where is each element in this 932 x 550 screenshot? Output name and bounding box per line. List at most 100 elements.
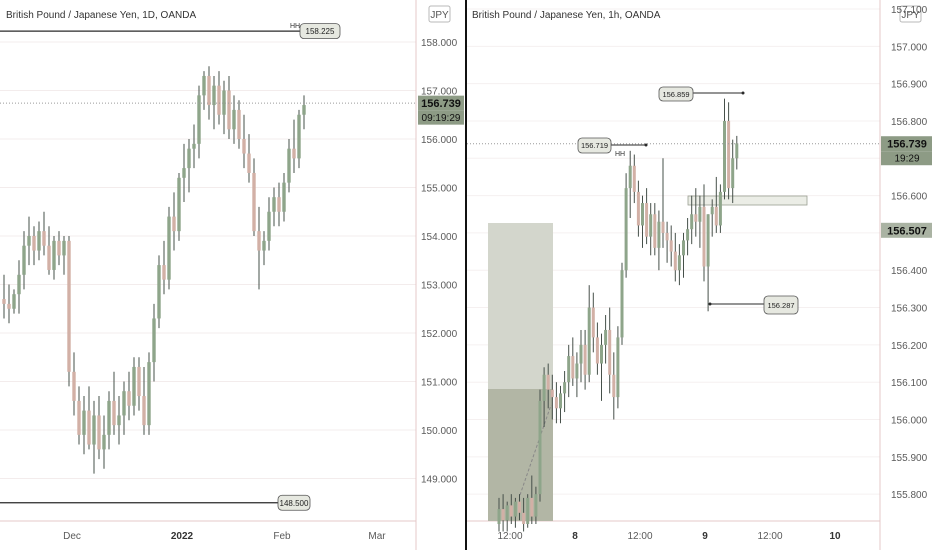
right-candle (698, 206, 702, 222)
left-last-price: 156.739 (421, 98, 461, 110)
left-candle (297, 114, 301, 159)
left-candle (302, 105, 306, 115)
left-candle (42, 231, 46, 246)
left-candle (132, 366, 136, 406)
level-label-high: 158.225 (306, 27, 335, 36)
left-candle (172, 216, 176, 232)
right-y-tick: 156.800 (891, 117, 928, 128)
left-candle (232, 109, 236, 130)
right-currency-button[interactable] (899, 5, 922, 23)
right-candle (501, 509, 505, 521)
annotation-mid-box[interactable] (577, 137, 612, 154)
left-candle (282, 182, 286, 212)
left-candle (162, 265, 166, 280)
left-candle (32, 236, 36, 251)
right-y-tick: 156.600 (891, 192, 928, 203)
right-y-axis: 157.100157.000156.900156.800156.700156.6… (891, 5, 928, 501)
right-candle (628, 165, 632, 189)
left-candle (192, 143, 196, 149)
right-candle (604, 329, 608, 345)
right-candle (513, 501, 517, 517)
left-candle (77, 400, 81, 435)
left-candle (157, 265, 161, 319)
left-candle (82, 410, 86, 435)
left-y-tick: 158.000 (421, 38, 458, 49)
left-candle (222, 90, 226, 115)
left-candle (7, 303, 11, 309)
right-candle (632, 165, 636, 192)
left-currency-button[interactable] (428, 5, 451, 23)
right-countdown-badge (881, 151, 932, 166)
level-label-high-box[interactable] (299, 23, 341, 39)
right-x-tick: 12:00 (497, 531, 522, 542)
left-countdown-badge (418, 110, 464, 125)
right-candle (567, 356, 571, 383)
annotation-low-label: 156.287 (767, 301, 794, 310)
right-candle (682, 240, 685, 256)
right-candle (554, 397, 558, 409)
left-candle (52, 240, 56, 270)
right-candle (612, 374, 616, 398)
right-candle (550, 389, 554, 398)
right-candle (522, 512, 526, 525)
right-candle (665, 232, 669, 241)
left-candle (122, 391, 126, 416)
level-label-low-box[interactable] (277, 494, 311, 511)
right-candle (641, 203, 644, 226)
left-currency-label: JPY (430, 10, 449, 21)
right-candle (636, 191, 640, 226)
left-candles (2, 66, 306, 474)
left-candle (22, 245, 26, 275)
right-x-tick: 12:00 (757, 531, 782, 542)
left-x-tick: 2022 (171, 531, 194, 542)
left-candle (37, 231, 41, 251)
left-candle (237, 109, 241, 139)
right-candle (735, 143, 739, 159)
right-candle (563, 382, 567, 394)
right-panel: 156.859 156.719 HH 156.287 British Pound… (467, 0, 932, 550)
level-label-low: 148.500 (280, 499, 309, 508)
right-candle (694, 214, 698, 222)
right-candle (595, 337, 599, 364)
left-candle (67, 240, 71, 372)
right-candle (686, 229, 690, 241)
right-y-tick: 156.900 (891, 80, 928, 91)
left-candle (202, 75, 206, 96)
right-y-tick: 155.800 (891, 490, 928, 501)
annotation-dot (741, 91, 745, 95)
left-candle (112, 400, 116, 426)
left-x-tick: Feb (273, 531, 291, 542)
left-candle (247, 153, 251, 173)
right-candle (526, 497, 530, 525)
left-candle (197, 95, 201, 144)
left-candle (292, 148, 296, 159)
left-last-price-badge (418, 95, 464, 111)
right-currency-label: JPY (901, 10, 920, 21)
left-candle (117, 415, 121, 426)
right-candle (571, 356, 575, 379)
left-candle (137, 366, 141, 397)
left-y-tick: 152.000 (421, 329, 458, 340)
right-candle (575, 363, 579, 379)
left-candle (212, 85, 216, 106)
annotation-high-box[interactable] (658, 86, 694, 102)
right-candle (587, 307, 591, 375)
right-candle (657, 221, 661, 248)
left-y-tick: 151.000 (421, 378, 458, 389)
left-y-tick: 157.000 (421, 87, 458, 98)
right-candle (530, 497, 534, 517)
right-last-price-badge (881, 136, 932, 152)
annotation-low-box[interactable] (763, 295, 799, 315)
right-candle (600, 344, 603, 364)
left-y-tick: 156.000 (421, 135, 458, 146)
right-chart-title: British Pound / Japanese Yen, 1h, OANDA (472, 10, 661, 21)
right-x-tick: 10 (829, 531, 841, 542)
right-y-tick: 156.300 (891, 304, 928, 315)
right-x-tick: 12:00 (627, 531, 652, 542)
right-candle (538, 400, 542, 495)
right-candle (714, 206, 718, 226)
right-candle (559, 393, 562, 409)
right-candle (723, 120, 726, 192)
right-candle (649, 214, 653, 237)
